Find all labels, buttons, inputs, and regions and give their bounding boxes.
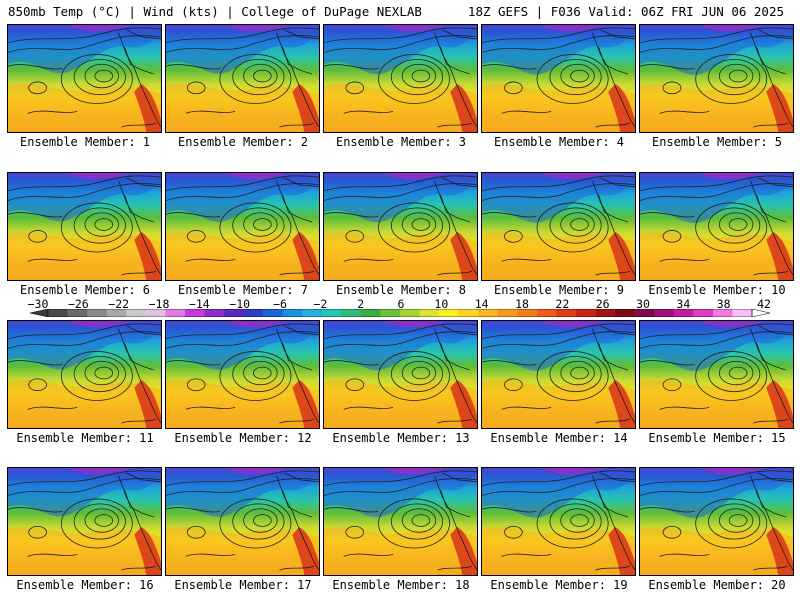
colorbar-tick-label: 14 xyxy=(474,297,489,311)
colorbar-segment xyxy=(634,309,655,317)
colorbar-segment xyxy=(321,309,342,317)
colorbar-tick-label: 10 xyxy=(434,297,449,311)
colorbar-tick-label: −6 xyxy=(273,297,287,311)
ensemble-member-label: Ensemble Member: 4 xyxy=(493,135,625,149)
colorbar-segment xyxy=(204,309,225,317)
colorbar-segment xyxy=(654,309,675,317)
colorbar-tick-label: −26 xyxy=(67,297,89,311)
colorbar-tick-label: −2 xyxy=(313,297,328,311)
ensemble-member-map xyxy=(639,320,794,429)
ensemble-member-label: Ensemble Member: 7 xyxy=(177,283,309,297)
ensemble-member-map xyxy=(323,467,478,576)
model-run-info: 18Z GEFS | F036 Valid: 06Z FRI JUN 06 20… xyxy=(467,4,784,19)
ensemble-member-map xyxy=(7,172,162,281)
ensemble-member-map xyxy=(481,467,636,576)
colorbar-tick-label: 2 xyxy=(357,297,365,311)
colorbar-tick-label: −22 xyxy=(108,297,130,311)
colorbar-tick-label: 30 xyxy=(636,297,650,311)
ensemble-member-label: Ensemble Member: 18 xyxy=(332,578,470,592)
ensemble-member-label: Ensemble Member: 17 xyxy=(174,578,312,592)
colorbar-segment xyxy=(67,309,88,317)
colorbar-segment xyxy=(341,309,362,317)
colorbar-segment xyxy=(595,309,616,317)
ensemble-member-label: Ensemble Member: 8 xyxy=(335,283,467,297)
colorbar-segment xyxy=(48,309,68,317)
colorbar-segment xyxy=(282,309,303,317)
ensemble-member-label: Ensemble Member: 6 xyxy=(19,283,151,297)
colorbar-segment xyxy=(360,309,381,317)
ensemble-member-map xyxy=(165,467,320,576)
colorbar-segment xyxy=(732,309,753,317)
colorbar-segment xyxy=(224,309,244,317)
ensemble-member-map xyxy=(7,320,162,429)
colorbar-segment xyxy=(556,309,577,317)
ensemble-member-map xyxy=(323,172,478,281)
colorbar-segment xyxy=(126,309,147,317)
colorbar-tick-label: −30 xyxy=(27,297,49,311)
colorbar-segment xyxy=(145,309,166,317)
ensemble-member-map xyxy=(7,24,162,133)
ensemble-member-label: Ensemble Member: 11 xyxy=(16,431,154,445)
colorbar-segment xyxy=(165,309,186,317)
ensemble-member-map xyxy=(165,172,320,281)
ensemble-member-map xyxy=(165,24,320,133)
colorbar-segment xyxy=(380,309,401,317)
colorbar-segment xyxy=(615,309,635,317)
colorbar-tick-label: 38 xyxy=(716,297,731,311)
ensemble-member-label: Ensemble Member: 20 xyxy=(648,578,786,592)
ensemble-member-label: Ensemble Member: 14 xyxy=(490,431,628,445)
colorbar-segment xyxy=(243,309,264,317)
colorbar-segment xyxy=(87,309,107,317)
colorbar-tick-label: −10 xyxy=(229,297,251,311)
colorbar-segment xyxy=(419,309,440,317)
ensemble-member-label: Ensemble Member: 3 xyxy=(335,135,467,149)
ensemble-member-label: Ensemble Member: 12 xyxy=(174,431,312,445)
ensemble-member-map xyxy=(639,24,794,133)
colorbar-segment xyxy=(693,309,714,317)
ensemble-member-label: Ensemble Member: 5 xyxy=(651,135,783,149)
ensemble-member-map xyxy=(481,320,636,429)
colorbar-segment xyxy=(106,309,127,317)
colorbar-segment xyxy=(302,309,323,317)
ensemble-member-label: Ensemble Member: 19 xyxy=(490,578,628,592)
colorbar-segment xyxy=(673,309,694,317)
colorbar-segment xyxy=(478,309,499,317)
colorbar-tick-label: 34 xyxy=(676,297,691,311)
ensemble-member-label: Ensemble Member: 1 xyxy=(19,135,151,149)
ensemble-member-map xyxy=(639,467,794,576)
colorbar-tick-label: −14 xyxy=(188,297,210,311)
colorbar-segment xyxy=(458,309,479,317)
ensemble-member-map xyxy=(7,467,162,576)
chart-title: 850mb Temp (°C) | Wind (kts) | College o… xyxy=(8,4,422,19)
ensemble-member-map xyxy=(639,172,794,281)
colorbar-segment xyxy=(439,309,459,317)
colorbar-tick-label: 26 xyxy=(595,297,610,311)
colorbar-segment xyxy=(263,309,283,317)
colorbar-segment xyxy=(184,309,205,317)
colorbar-segment xyxy=(536,309,557,317)
ensemble-member-map xyxy=(481,172,636,281)
ensemble-member-label: Ensemble Member: 16 xyxy=(16,578,154,592)
colorbar-tick-label: 42 xyxy=(757,297,771,311)
colorbar-segment xyxy=(712,309,733,317)
ensemble-member-label: Ensemble Member: 15 xyxy=(648,431,786,445)
colorbar-segment xyxy=(576,309,596,317)
colorbar-tick-label: 6 xyxy=(397,297,405,311)
ensemble-member-map xyxy=(323,320,478,429)
ensemble-member-label: Ensemble Member: 9 xyxy=(493,283,625,297)
ensemble-member-label: Ensemble Member: 10 xyxy=(648,283,786,297)
colorbar-segment xyxy=(517,309,538,317)
ensemble-member-map xyxy=(323,24,478,133)
ensemble-member-map xyxy=(165,320,320,429)
colorbar-tick-label: 22 xyxy=(555,297,570,311)
colorbar-tick-label: −18 xyxy=(148,297,170,311)
ensemble-member-label: Ensemble Member: 2 xyxy=(177,135,309,149)
colorbar-tick-label: 18 xyxy=(515,297,529,311)
colorbar-segment xyxy=(497,309,518,317)
colorbar-segment xyxy=(400,309,420,317)
temperature-colorbar xyxy=(30,309,770,317)
ensemble-member-map xyxy=(481,24,636,133)
ensemble-member-label: Ensemble Member: 13 xyxy=(332,431,470,445)
